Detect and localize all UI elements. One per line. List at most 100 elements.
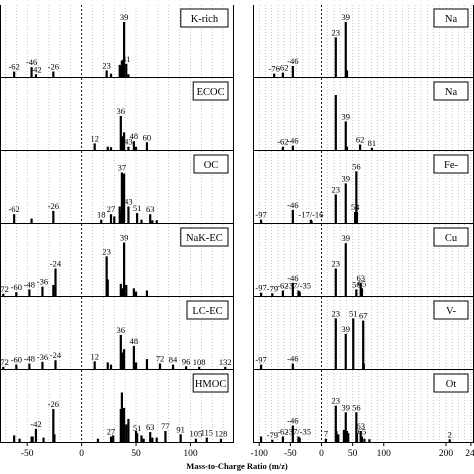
x-tick-label: 50 (131, 449, 141, 459)
peak-bar (2, 366, 5, 369)
peak-label: -79 (267, 430, 278, 440)
peak-label: -62 (8, 204, 19, 214)
peak-bar (291, 425, 294, 442)
peak-label: 62 (356, 135, 365, 145)
peak-label: 23 (332, 184, 341, 194)
peak-label: 39 (342, 12, 351, 22)
peak-label: 23 (102, 60, 111, 70)
peak-label: 65 (358, 427, 367, 437)
peak-bar (344, 121, 347, 150)
peak-bar (13, 214, 16, 223)
x-tick-label: 100 (377, 449, 392, 459)
peak-label: -62 (8, 62, 19, 72)
peak-bar (179, 434, 182, 442)
peak-label: 18 (97, 210, 106, 220)
peak-bar (113, 216, 116, 223)
peak-bar (134, 291, 138, 296)
panel-name: V- (446, 306, 457, 317)
peak-label: 23 (332, 308, 341, 318)
peak-bar (298, 437, 301, 442)
peak-label: 39 (342, 111, 351, 121)
peak-label: 105 (190, 429, 203, 439)
peak-bar (120, 392, 123, 442)
panel-name: K-rich (191, 14, 219, 25)
peak-label: 51 (133, 423, 142, 433)
peak-label: 63 (356, 273, 365, 283)
x-axis-label: Mass-to-Charge Ratio (m/z) (186, 461, 288, 471)
panel-name-box (433, 300, 469, 320)
panel-name-box (192, 81, 229, 101)
peak-bar (34, 428, 38, 442)
peak-bar (151, 220, 154, 223)
panel-name: Ot (446, 379, 457, 390)
peak-label: 132 (219, 357, 232, 367)
peak-label: -37/-35 (286, 427, 311, 437)
peak-label: 43 (124, 197, 133, 207)
peak-bar (345, 431, 349, 442)
peak-bar (298, 291, 301, 296)
peak-label: -24 (50, 350, 62, 360)
peak-bar (353, 212, 357, 223)
panel-name-box (192, 373, 229, 393)
peak-label: -62 (277, 281, 288, 291)
peak-bar (362, 320, 365, 369)
panel-name-box (433, 373, 469, 393)
peak-label: 48 (130, 131, 139, 141)
peak-bar (13, 71, 16, 77)
peak-label: 2 (448, 429, 452, 439)
peak-bar (310, 220, 313, 223)
peak-bar (52, 71, 55, 77)
peak-label: -46 (287, 200, 298, 210)
peak-bar (158, 363, 162, 369)
peak-bar (334, 194, 337, 223)
peak-label: -37/-35 (286, 281, 311, 291)
peak-label: 23 (332, 259, 341, 269)
spectrum-panel-0-0: -62 -46-42 -26 23 39 41 K-rich (0, 5, 234, 78)
peak-bar (198, 366, 201, 369)
peak-label: 63 (356, 421, 365, 431)
peak-bar (96, 438, 100, 442)
peak-label: 39 (342, 402, 351, 412)
peak-bar (122, 242, 126, 296)
peak-bar (140, 219, 143, 223)
peak-label: -36 (37, 277, 48, 287)
panel-name: OC (204, 160, 219, 171)
peak-bar (334, 318, 337, 369)
peak-bar (127, 146, 130, 150)
peak-bar (122, 349, 126, 369)
peak-bar (122, 173, 126, 223)
peak-label: -48 (24, 279, 35, 289)
peak-label: -42 (30, 64, 41, 74)
peak-bar (259, 292, 263, 296)
x-tick-label: 0 (319, 449, 324, 459)
peak-bar (134, 146, 138, 150)
peak-bar (291, 282, 294, 296)
peak-bar (54, 268, 57, 296)
peak-bar (136, 433, 139, 442)
peak-bar (352, 318, 355, 369)
peak-bar (106, 362, 109, 369)
peak-bar (125, 285, 128, 296)
peak-bar (281, 436, 284, 442)
panel-name: HMOC (195, 379, 227, 390)
peak-bar (344, 333, 347, 369)
peak-label: -46 (287, 136, 298, 146)
peak-label: 63 (146, 422, 155, 432)
panel-name: Na (445, 87, 458, 98)
peak-label: -62 (277, 137, 288, 147)
peak-bar (105, 256, 108, 296)
peak-bar (273, 73, 276, 77)
peak-bar (281, 290, 284, 296)
peak-label: 27 (107, 427, 116, 437)
peak-label: 39 (342, 324, 351, 334)
peak-label: -26 (48, 399, 59, 409)
peak-label: 77 (161, 421, 170, 431)
panel-name-box (433, 154, 469, 174)
peak-bar (164, 431, 167, 442)
peak-bar (271, 439, 274, 442)
